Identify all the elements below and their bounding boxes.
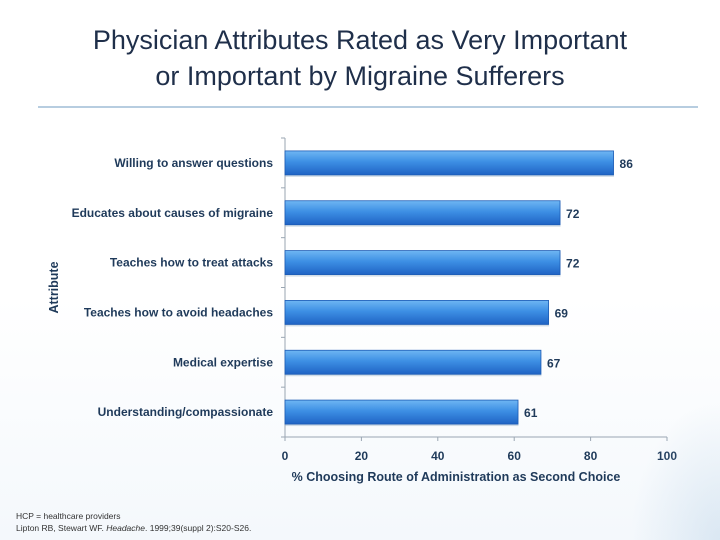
footnote: HCP = healthcare providers Lipton RB, St… (16, 510, 251, 534)
bar (284, 300, 549, 325)
bar (284, 349, 542, 375)
slide-title-line-2: or Important by Migraine Sufferers (155, 61, 565, 91)
data-label: 67 (547, 356, 561, 370)
data-label: 61 (524, 406, 538, 420)
slide-title: Physician Attributes Rated as Very Impor… (0, 22, 720, 94)
bar (284, 150, 614, 176)
category-label: Teaches how to avoid headaches (84, 305, 273, 319)
bar (284, 250, 561, 275)
bar (284, 399, 519, 425)
category-label: Teaches how to treat attacks (110, 256, 273, 270)
category-label: Educates about causes of migraine (72, 206, 274, 220)
x-tick-label: 100 (657, 449, 677, 463)
footnote-citation: Lipton RB, Stewart WF. Headache. 1999;39… (16, 523, 252, 533)
bar (284, 200, 561, 226)
data-label: 72 (566, 207, 580, 221)
data-label: 69 (555, 306, 569, 320)
y-axis-label: Attribute (47, 261, 61, 313)
x-tick-label: 0 (282, 449, 289, 463)
x-tick-label: 60 (508, 449, 522, 463)
data-label: 86 (620, 157, 634, 171)
category-label: Understanding/compassionate (98, 405, 274, 419)
data-label: 72 (566, 257, 580, 271)
category-label: Willing to answer questions (114, 156, 273, 170)
title-divider (38, 106, 698, 108)
category-label: Medical expertise (173, 355, 273, 369)
corner-decoration (630, 400, 720, 540)
x-tick-label: 20 (355, 449, 369, 463)
slide-title-line-1: Physician Attributes Rated as Very Impor… (92, 25, 628, 55)
x-tick-label: 80 (584, 449, 598, 463)
footnote-abbreviation: HCP = healthcare providers (16, 511, 121, 521)
x-tick-label: 40 (431, 449, 445, 463)
x-axis-label: % Choosing Route of Administration as Se… (292, 470, 621, 484)
